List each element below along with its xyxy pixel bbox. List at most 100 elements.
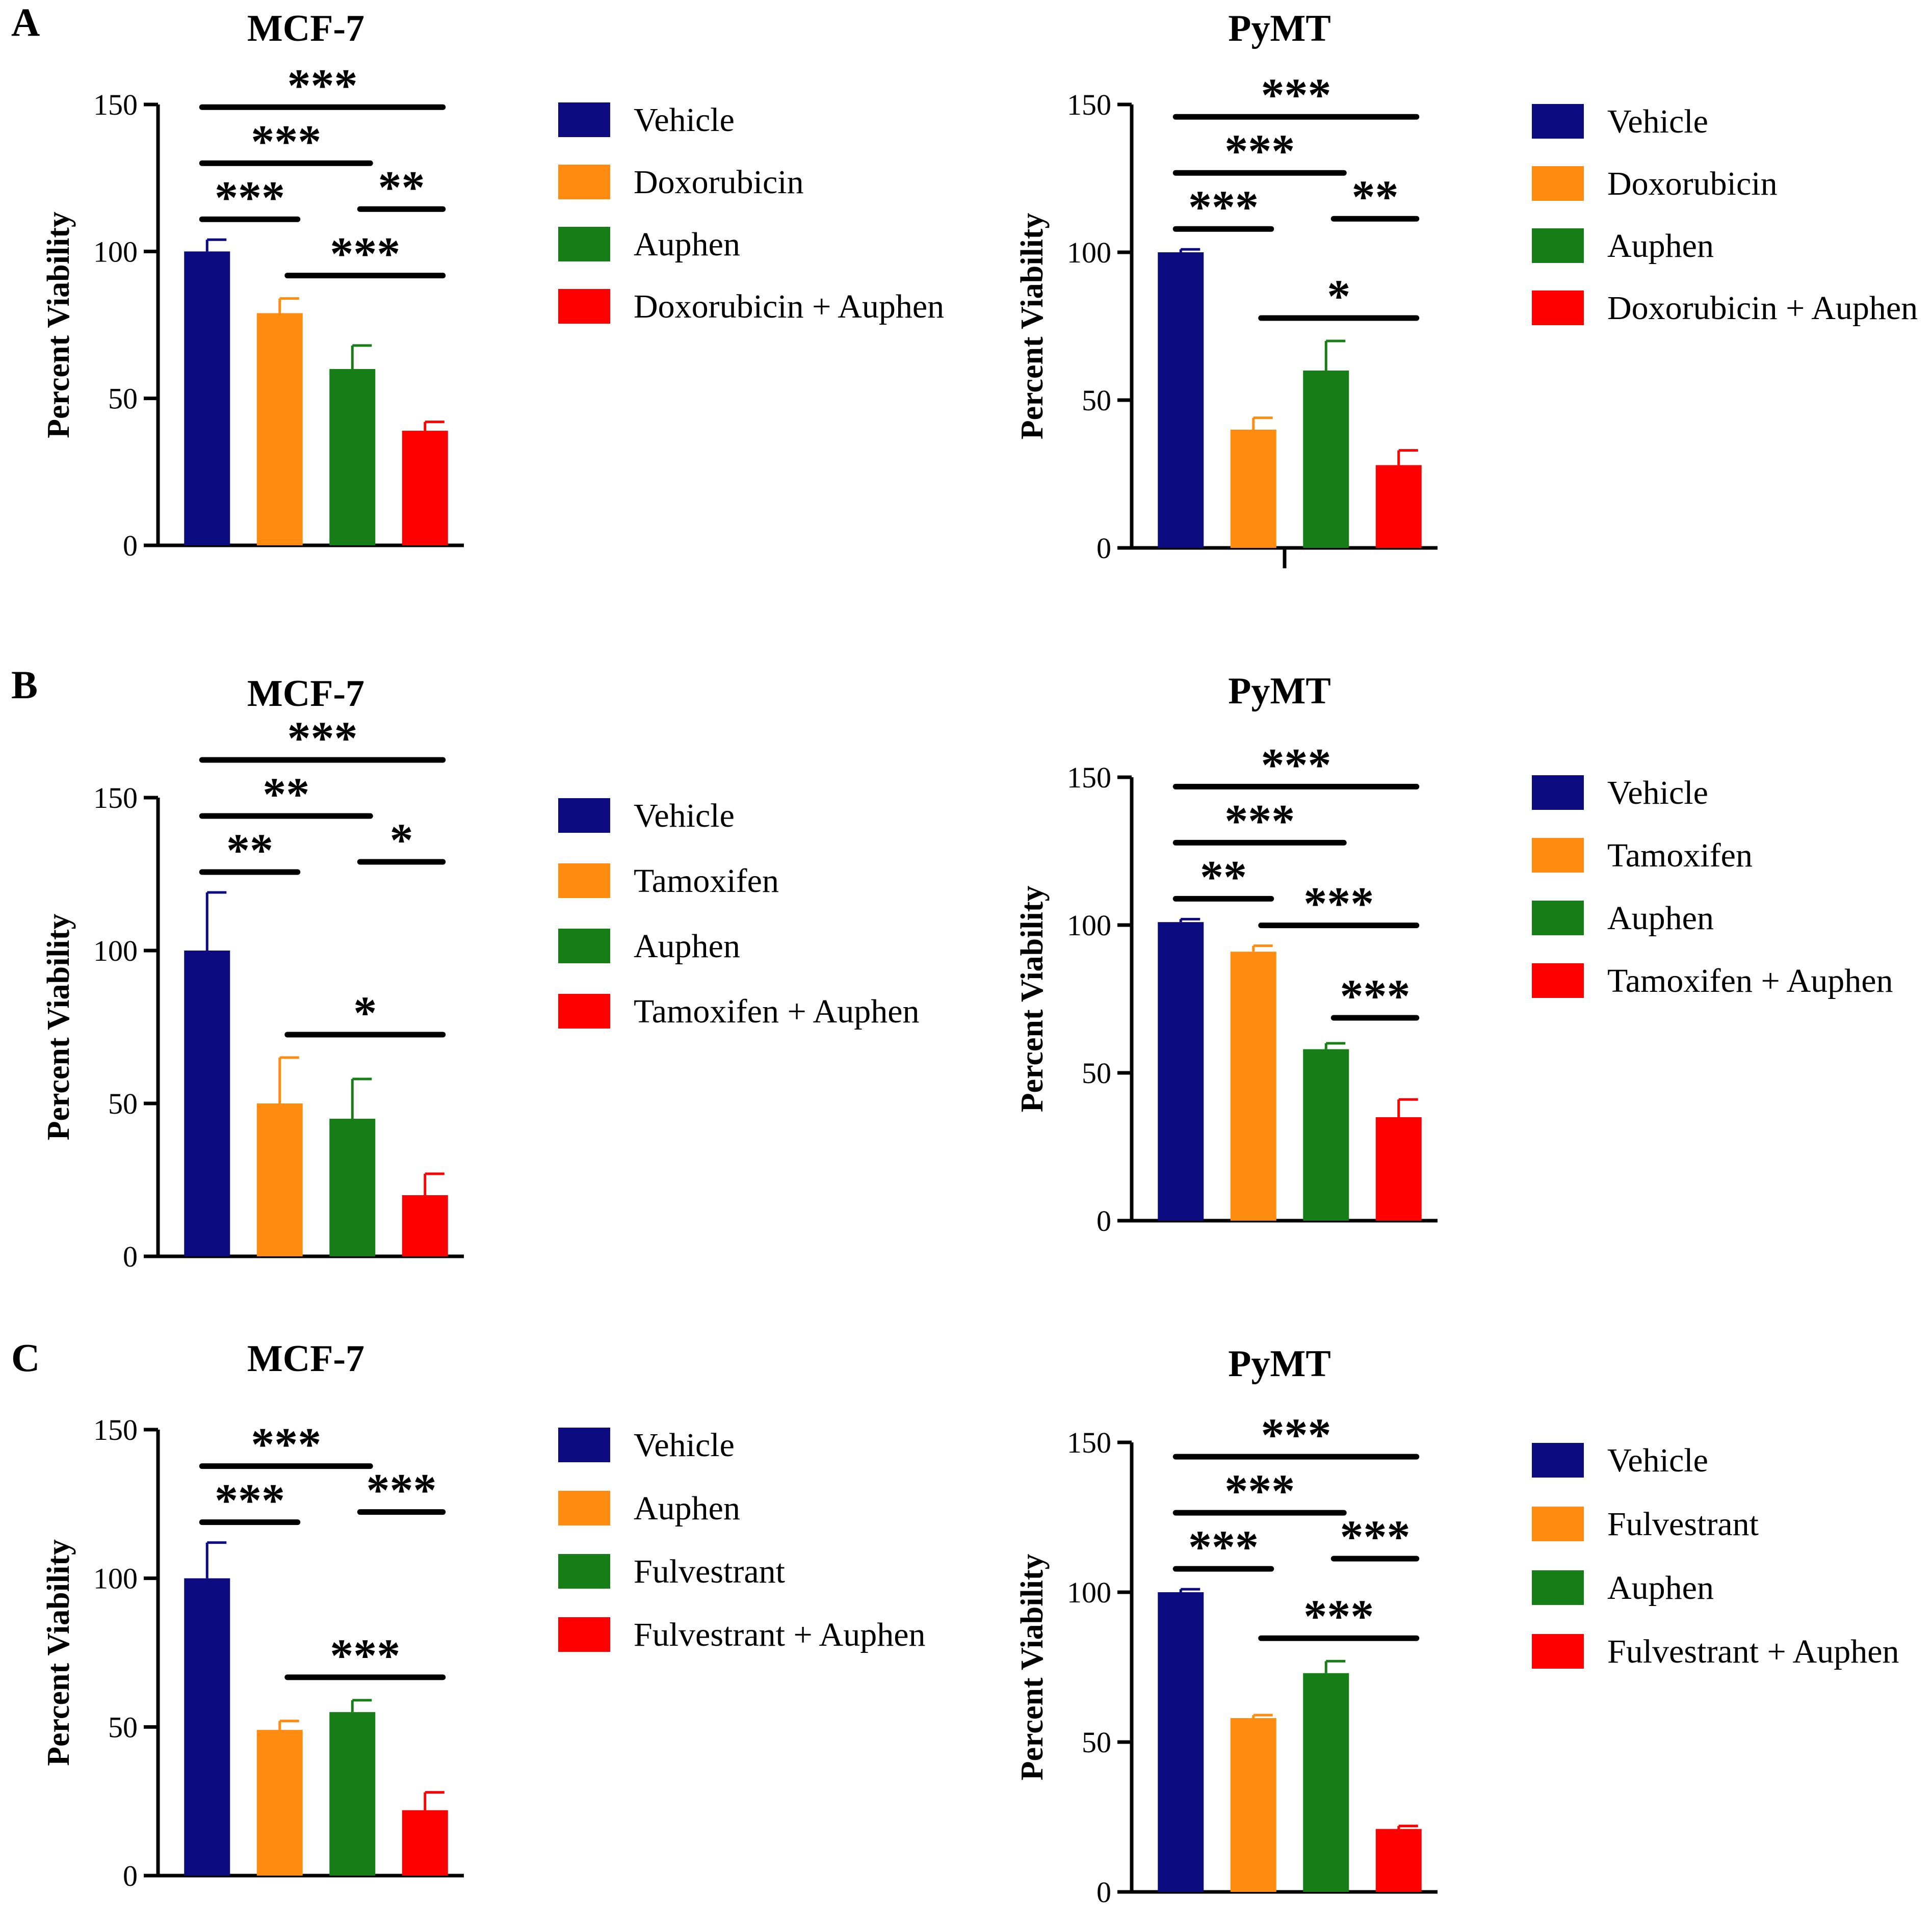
bar-drug (256, 1103, 303, 1256)
panel-label-B: B (11, 663, 38, 707)
chart-title: PyMT (1228, 8, 1330, 49)
significance-stars: * (353, 987, 377, 1039)
significance-stars: ** (226, 824, 273, 876)
significance-stars: * (390, 814, 413, 866)
legend-label: Tamoxifen (1607, 837, 1753, 874)
chart-title: PyMT (1228, 1343, 1330, 1385)
significance-stars: *** (1340, 970, 1411, 1022)
y-axis-label: Percent Viability (1015, 213, 1050, 440)
legend-label: Fulvestrant + Auphen (634, 1616, 926, 1653)
significance-stars: ** (1352, 171, 1399, 223)
significance-stars: *** (1303, 1590, 1374, 1642)
legend-swatch-combo (558, 994, 610, 1029)
legend-label: Tamoxifen + Auphen (1607, 962, 1893, 999)
y-tick-label: 100 (93, 1562, 138, 1595)
legend-swatch-combo (558, 289, 610, 324)
legend-label: Fulvestrant (634, 1553, 785, 1590)
bar-auphen (1303, 1673, 1349, 1892)
bar-auphen (329, 1119, 376, 1256)
legend-label: Vehicle (634, 797, 735, 834)
legend: Vehicle Tamoxifen Auphen Tamoxifen + Auphen (558, 797, 919, 1030)
legend-swatch-auphen (558, 227, 610, 261)
significance-stars: *** (288, 59, 358, 111)
panel-label-C: C (11, 1335, 40, 1380)
y-axis-label: Percent Viability (1015, 886, 1050, 1113)
legend-label: Vehicle (1607, 103, 1708, 140)
significance-stars: *** (1224, 795, 1295, 847)
legend-swatch-auphen (1532, 1570, 1584, 1605)
significance-stars: *** (1303, 878, 1374, 930)
significance-stars: ** (1200, 851, 1247, 903)
significance-stars: *** (251, 1418, 321, 1470)
legend-swatch-combo (1532, 291, 1584, 325)
bar-combo (1375, 1829, 1422, 1892)
y-tick-label: 0 (123, 529, 138, 562)
significance-stars: *** (1188, 1521, 1259, 1573)
bar-vehicle (184, 1578, 230, 1876)
legend-swatch-combo (1532, 963, 1584, 998)
bar-drug (1230, 430, 1276, 548)
significance-stars: * (1327, 270, 1350, 322)
significance-stars: ** (263, 768, 309, 820)
legend-label: Doxorubicin (634, 164, 804, 201)
bar-vehicle (184, 951, 230, 1256)
significance-stars: *** (215, 1474, 285, 1526)
y-tick-label: 0 (1096, 532, 1111, 565)
legend: Vehicle Auphen Fulvestrant Fulvestrant + Au… (558, 1427, 926, 1653)
bar-drug (256, 1730, 303, 1876)
y-tick-label: 100 (93, 934, 138, 967)
bar-vehicle (1158, 1592, 1204, 1892)
y-axis-label: Percent Viability (1015, 1554, 1050, 1781)
y-tick-label: 50 (1082, 1057, 1111, 1090)
bar-combo (1375, 1117, 1422, 1221)
y-tick-label: 100 (93, 235, 138, 268)
chart-title: MCF-7 (247, 1338, 364, 1380)
bar-auphen (329, 369, 376, 545)
chart-title: MCF-7 (247, 673, 364, 715)
legend-label: Auphen (1607, 1569, 1714, 1606)
legend-swatch-drug (558, 165, 610, 199)
legend-label: Vehicle (634, 101, 735, 139)
legend-swatch-auphen (558, 929, 610, 963)
legend-label: Auphen (1607, 227, 1714, 265)
legend-label: Auphen (1607, 900, 1714, 937)
legend-label: Vehicle (634, 1427, 735, 1464)
significance-stars: *** (1224, 1465, 1295, 1517)
legend-swatch-auphen (1532, 901, 1584, 935)
bar-combo (402, 1195, 448, 1256)
legend: Vehicle Doxorubicin Auphen Doxorubicin + Au… (1532, 103, 1918, 327)
y-tick-label: 150 (1067, 88, 1111, 121)
bar-vehicle (1158, 922, 1204, 1221)
chart-title: MCF-7 (247, 8, 364, 49)
significance-stars: *** (288, 712, 358, 764)
bar-drug (1230, 1718, 1276, 1892)
bar-combo (402, 1810, 448, 1876)
y-tick-label: 50 (108, 382, 138, 415)
legend-swatch-auphen (1532, 228, 1584, 263)
y-tick-label: 50 (108, 1087, 138, 1120)
y-tick-label: 50 (1082, 384, 1111, 417)
legend-swatch-drug (1532, 838, 1584, 873)
legend-swatch-drug (558, 863, 610, 898)
bar-auphen (1303, 371, 1349, 548)
legend-swatch-auphen (558, 1554, 610, 1589)
bar-auphen (329, 1712, 376, 1876)
bar-auphen (1303, 1049, 1349, 1221)
significance-stars: *** (1261, 69, 1331, 121)
y-tick-label: 150 (1067, 761, 1111, 794)
y-tick-label: 100 (1067, 909, 1111, 942)
y-tick-label: 150 (93, 88, 138, 121)
y-tick-label: 150 (93, 781, 138, 814)
legend-label: Vehicle (1607, 774, 1708, 811)
y-tick-label: 0 (123, 1859, 138, 1892)
y-tick-label: 150 (93, 1413, 138, 1446)
significance-stars: *** (215, 171, 285, 223)
y-tick-label: 50 (108, 1710, 138, 1744)
y-tick-label: 0 (123, 1240, 138, 1273)
legend-label: Doxorubicin + Auphen (634, 288, 944, 325)
panel-label-A: A (11, 0, 40, 44)
legend-swatch-vehicle (1532, 1443, 1584, 1478)
